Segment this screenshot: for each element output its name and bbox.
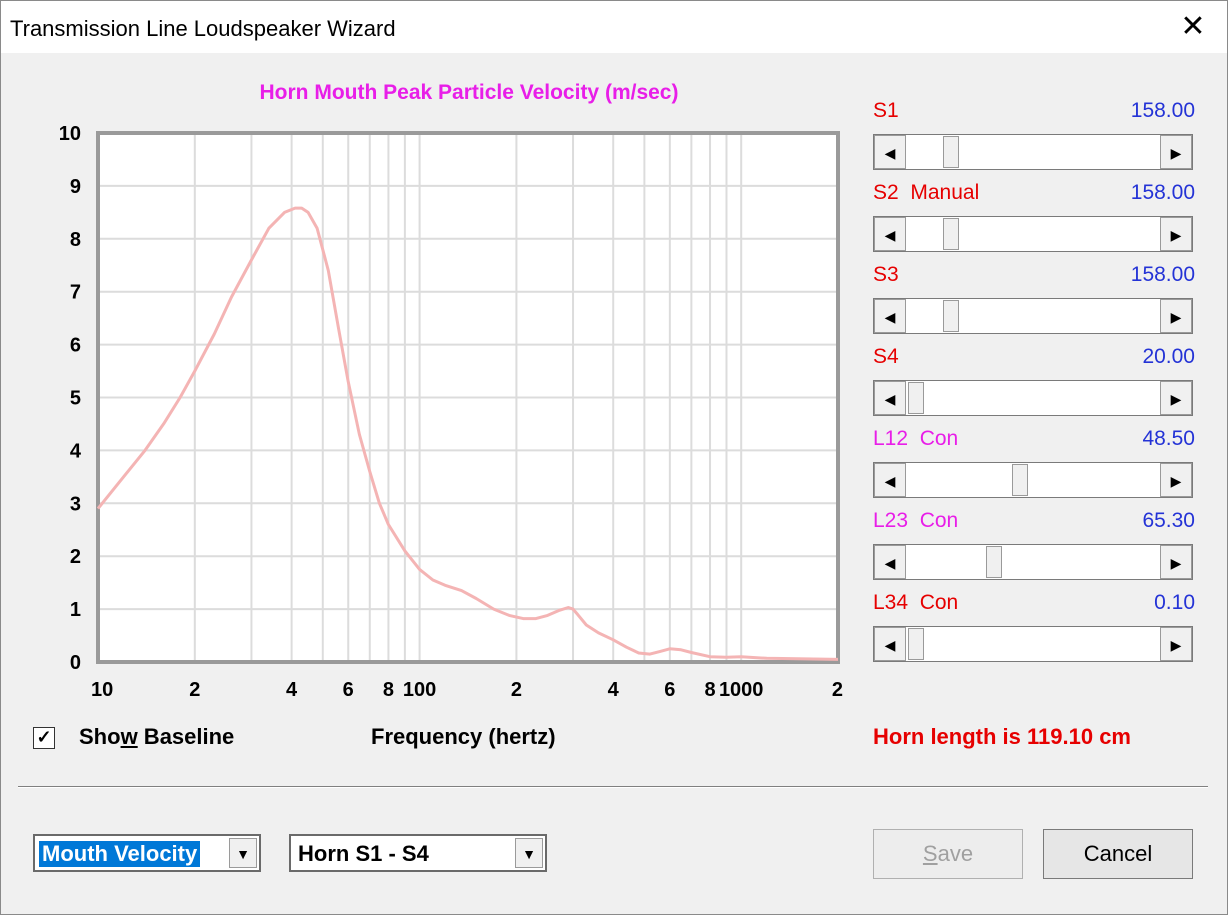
- divider: [18, 786, 1208, 788]
- chevron-down-icon[interactable]: ▼: [229, 838, 257, 868]
- horn-length-readout: Horn length is 119.10 cm: [873, 724, 1131, 749]
- arrow-left-icon[interactable]: ◀: [874, 545, 906, 579]
- slider-scrollbar[interactable]: ◀ ▶: [873, 298, 1193, 334]
- slider-value: 158.00: [1130, 181, 1195, 204]
- checkmark-icon: ✓: [36, 727, 52, 747]
- x-tick-label: 8: [704, 679, 715, 701]
- x-tick-label: 8: [383, 679, 394, 701]
- slider-scrollbar[interactable]: ◀ ▶: [873, 216, 1193, 252]
- arrow-left-icon[interactable]: ◀: [874, 463, 906, 497]
- close-icon[interactable]: ✕: [1180, 10, 1206, 43]
- chevron-down-icon[interactable]: ▼: [515, 838, 543, 868]
- y-tick-label: 7: [70, 282, 81, 304]
- slider-value: 0.10: [1154, 591, 1195, 614]
- arrow-left-icon[interactable]: ◀: [874, 217, 906, 251]
- arrow-right-icon[interactable]: ▶: [1160, 545, 1192, 579]
- slider-scrollbar[interactable]: ◀ ▶: [873, 462, 1193, 498]
- plot-frame: [96, 131, 840, 664]
- slider-thumb[interactable]: [943, 218, 960, 250]
- series-line: [96, 206, 839, 661]
- cancel-button[interactable]: Cancel: [1043, 829, 1193, 879]
- y-tick-label: 3: [70, 493, 81, 515]
- window-title: Transmission Line Loudspeaker Wizard: [10, 16, 396, 41]
- arrow-right-icon[interactable]: ▶: [1160, 217, 1192, 251]
- slider-label: S2 Manual: [873, 181, 980, 204]
- arrow-left-icon[interactable]: ◀: [874, 381, 906, 415]
- x-tick-label: 2: [189, 679, 200, 701]
- slider-value: 48.50: [1142, 427, 1195, 450]
- arrow-right-icon[interactable]: ▶: [1160, 135, 1192, 169]
- x-tick-label: 1000: [719, 679, 764, 701]
- horn-dropdown[interactable]: Horn S1 - S4 ▼: [289, 834, 547, 872]
- slider-scrollbar[interactable]: ◀ ▶: [873, 626, 1193, 662]
- chart-title: Horn Mouth Peak Particle Velocity (m/sec…: [259, 81, 679, 104]
- slider-label: S3: [873, 263, 899, 286]
- slider-thumb[interactable]: [908, 382, 924, 414]
- x-tick-label: 10: [91, 679, 113, 701]
- show-baseline-label[interactable]: Show Baseline: [79, 724, 235, 749]
- x-tick-label: 4: [608, 679, 620, 701]
- slider-label: S4: [873, 345, 899, 368]
- mode-dropdown-value: Mouth Velocity: [39, 841, 201, 867]
- slider-thumb[interactable]: [943, 136, 960, 168]
- slider-scrollbar[interactable]: ◀ ▶: [873, 544, 1193, 580]
- horn-dropdown-value: Horn S1 - S4: [298, 841, 429, 866]
- y-tick-label: 0: [70, 652, 81, 674]
- slider-label: L34 Con: [873, 591, 959, 614]
- y-tick-label: 1: [70, 599, 81, 621]
- x-tick-label: 100: [403, 679, 436, 701]
- y-tick-label: 6: [70, 335, 81, 357]
- slider-thumb[interactable]: [1011, 464, 1028, 496]
- x-tick-label: 6: [343, 679, 354, 701]
- slider-scrollbar[interactable]: ◀ ▶: [873, 134, 1193, 170]
- slider-label: L23 Con: [873, 509, 959, 532]
- arrow-right-icon[interactable]: ▶: [1160, 381, 1192, 415]
- y-tick-label: 5: [70, 388, 81, 410]
- slider-label: S1: [873, 99, 899, 122]
- show-baseline-checkbox[interactable]: ✓: [33, 727, 55, 749]
- x-tick-label: 2: [511, 679, 522, 701]
- arrow-right-icon[interactable]: ▶: [1160, 299, 1192, 333]
- save-button[interactable]: Save: [873, 829, 1023, 879]
- slider-label: L12 Con: [873, 427, 959, 450]
- mode-dropdown[interactable]: Mouth Velocity ▼: [33, 834, 261, 872]
- title-bar: Transmission Line Loudspeaker Wizard ✕: [1, 1, 1227, 53]
- slider-value: 158.00: [1130, 99, 1195, 122]
- arrow-left-icon[interactable]: ◀: [874, 627, 906, 661]
- arrow-right-icon[interactable]: ▶: [1160, 463, 1192, 497]
- slider-scrollbar[interactable]: ◀ ▶: [873, 380, 1193, 416]
- y-tick-label: 4: [70, 440, 82, 462]
- x-tick-label: 6: [664, 679, 675, 701]
- arrow-left-icon[interactable]: ◀: [874, 299, 906, 333]
- x-tick-label: 2: [832, 679, 843, 701]
- y-tick-label: 10: [59, 123, 81, 145]
- y-tick-label: 9: [70, 176, 81, 198]
- slider-thumb[interactable]: [908, 628, 924, 660]
- slider-thumb[interactable]: [985, 546, 1002, 578]
- y-tick-label: 2: [70, 546, 81, 568]
- arrow-left-icon[interactable]: ◀: [874, 135, 906, 169]
- y-tick-label: 8: [70, 229, 81, 251]
- x-tick-label: 4: [286, 679, 298, 701]
- slider-value: 20.00: [1142, 345, 1195, 368]
- slider-thumb[interactable]: [943, 300, 960, 332]
- slider-value: 65.30: [1142, 509, 1195, 532]
- x-axis-label: Frequency (hertz): [371, 724, 556, 749]
- arrow-right-icon[interactable]: ▶: [1160, 627, 1192, 661]
- slider-value: 158.00: [1130, 263, 1195, 286]
